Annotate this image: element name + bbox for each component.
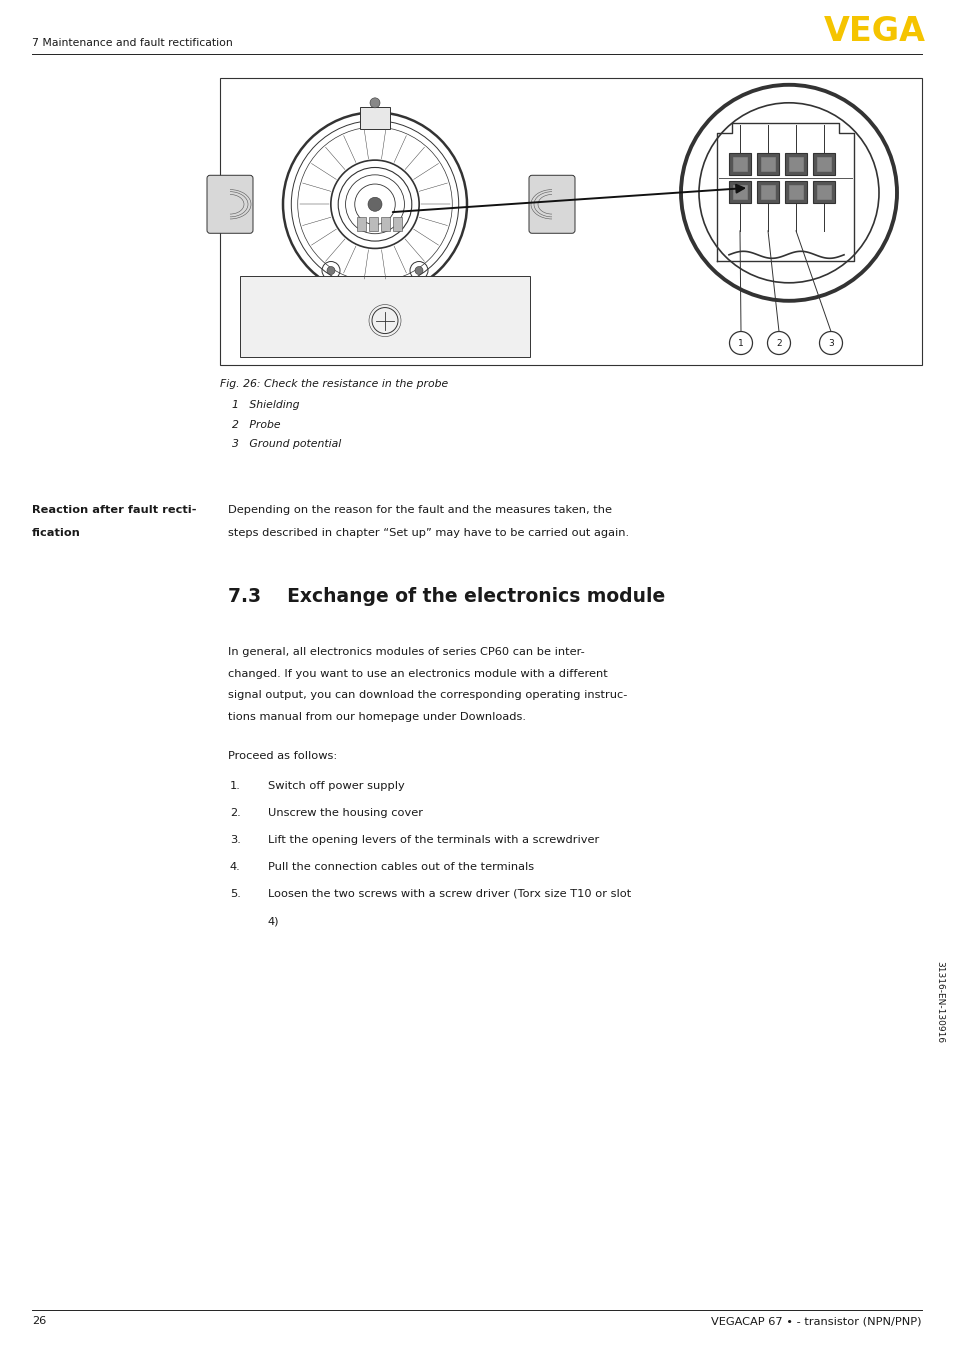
Text: 1.: 1. xyxy=(230,781,240,791)
Bar xyxy=(369,217,377,230)
Text: Pull the connection cables out of the terminals: Pull the connection cables out of the te… xyxy=(268,862,534,872)
Text: 1   Shielding: 1 Shielding xyxy=(232,399,299,410)
Bar xyxy=(240,276,530,357)
Bar xyxy=(359,107,390,129)
Circle shape xyxy=(327,267,335,275)
Bar xyxy=(728,153,750,175)
Bar xyxy=(732,157,746,171)
Text: Loosen the two screws with a screw driver (Torx size T10 or slot: Loosen the two screws with a screw drive… xyxy=(268,890,631,899)
Text: Unscrew the housing cover: Unscrew the housing cover xyxy=(268,808,422,818)
Text: fication: fication xyxy=(32,528,81,538)
Text: 3.: 3. xyxy=(230,835,240,845)
Circle shape xyxy=(415,267,422,275)
Text: changed. If you want to use an electronics module with a different: changed. If you want to use an electroni… xyxy=(228,669,607,678)
Text: In general, all electronics modules of series CP60 can be inter-: In general, all electronics modules of s… xyxy=(228,647,584,657)
Text: Proceed as follows:: Proceed as follows: xyxy=(228,751,337,761)
Text: 2.: 2. xyxy=(230,808,240,818)
Bar xyxy=(784,153,806,175)
Text: Reaction after fault recti-: Reaction after fault recti- xyxy=(32,505,196,515)
Text: 7.3    Exchange of the electronics module: 7.3 Exchange of the electronics module xyxy=(228,588,664,607)
Text: 5.: 5. xyxy=(230,890,240,899)
Text: VEGA: VEGA xyxy=(823,15,925,47)
Text: Lift the opening levers of the terminals with a screwdriver: Lift the opening levers of the terminals… xyxy=(268,835,598,845)
Bar xyxy=(757,181,779,203)
Bar xyxy=(380,217,390,230)
Text: tions manual from our homepage under Downloads.: tions manual from our homepage under Dow… xyxy=(228,711,525,722)
Bar xyxy=(760,157,774,171)
Text: steps described in chapter “Set up” may have to be carried out again.: steps described in chapter “Set up” may … xyxy=(228,528,628,538)
Text: Fig. 26: Check the resistance in the probe: Fig. 26: Check the resistance in the pro… xyxy=(220,379,448,389)
Bar xyxy=(760,184,774,199)
Text: signal output, you can download the corresponding operating instruc-: signal output, you can download the corr… xyxy=(228,691,627,700)
Bar xyxy=(356,217,366,230)
Bar xyxy=(728,181,750,203)
Text: 2: 2 xyxy=(776,338,781,348)
Text: 31316-EN-130916: 31316-EN-130916 xyxy=(935,961,943,1043)
Text: 4.: 4. xyxy=(230,862,240,872)
Text: VEGACAP 67 • - transistor (NPN/PNP): VEGACAP 67 • - transistor (NPN/PNP) xyxy=(711,1316,921,1326)
Bar xyxy=(788,184,802,199)
Text: 26: 26 xyxy=(32,1316,46,1326)
FancyBboxPatch shape xyxy=(529,175,575,233)
Text: 2   Probe: 2 Probe xyxy=(232,420,280,429)
Bar xyxy=(788,157,802,171)
Bar xyxy=(732,184,746,199)
Text: 1: 1 xyxy=(738,338,743,348)
Bar xyxy=(812,153,834,175)
Bar xyxy=(220,79,921,366)
Bar xyxy=(812,181,834,203)
FancyBboxPatch shape xyxy=(207,175,253,233)
Text: 7 Maintenance and fault rectification: 7 Maintenance and fault rectification xyxy=(32,38,233,47)
Bar xyxy=(784,181,806,203)
Bar xyxy=(757,153,779,175)
Text: 3: 3 xyxy=(827,338,833,348)
Circle shape xyxy=(370,97,379,108)
Text: Switch off power supply: Switch off power supply xyxy=(268,781,404,791)
Text: 3   Ground potential: 3 Ground potential xyxy=(232,439,341,450)
Bar xyxy=(393,217,401,230)
Circle shape xyxy=(368,198,381,211)
Bar xyxy=(816,184,830,199)
Bar xyxy=(816,157,830,171)
Text: 4): 4) xyxy=(268,917,279,926)
Text: Depending on the reason for the fault and the measures taken, the: Depending on the reason for the fault an… xyxy=(228,505,612,515)
